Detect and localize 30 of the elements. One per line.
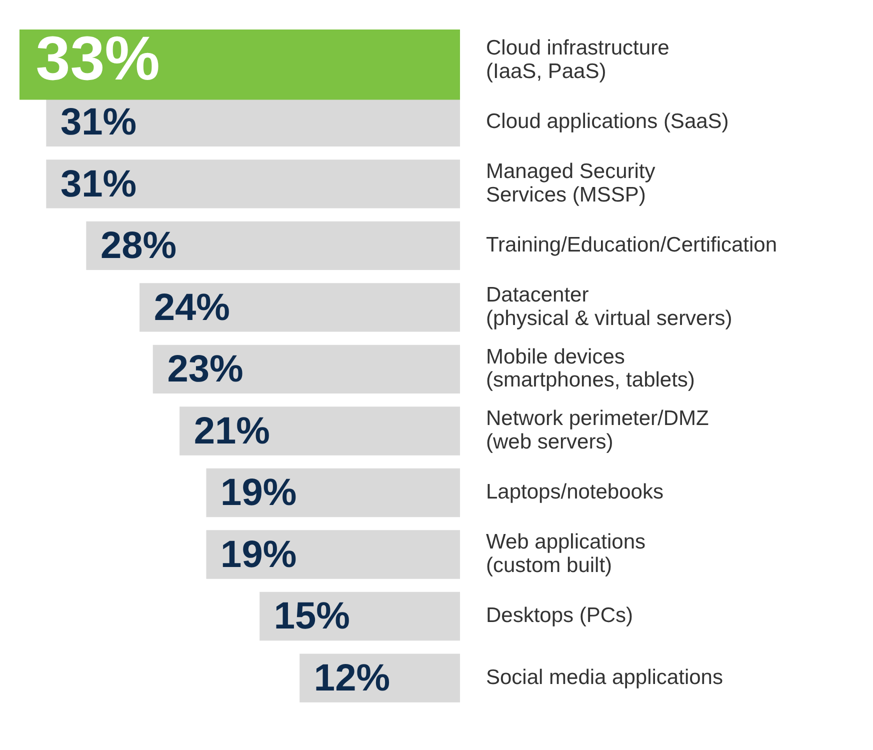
data-label: 19%	[220, 534, 297, 576]
y-tick-label: Mobile devices (smartphones, tablets)	[486, 345, 695, 392]
bar	[152, 344, 460, 394]
y-tick-label: Datacenter (physical & virtual servers)	[486, 284, 732, 330]
y-tick-label: Desktops (PCs)	[486, 604, 634, 628]
data-label: 33%	[36, 24, 160, 94]
data-label: 31%	[60, 163, 137, 206]
data-label: 12%	[314, 658, 390, 700]
bar	[260, 592, 460, 641]
data-label: 24%	[154, 286, 230, 329]
y-tick-label: Managed Security Services (MSSP)	[486, 160, 656, 206]
data-label: 21%	[194, 410, 270, 452]
y-tick-label: Social media applications	[486, 666, 723, 689]
data-label: 15%	[274, 596, 350, 638]
data-label: 23%	[167, 348, 244, 391]
bar	[86, 221, 460, 270]
y-tick-label: Cloud applications (SaaS)	[486, 110, 729, 133]
bar	[46, 160, 460, 208]
y-tick-label: Cloud infrastructure (IaaS, PaaS)	[486, 36, 670, 83]
y-tick-label: Web applications (custom built)	[486, 530, 646, 577]
bar	[180, 406, 460, 456]
bar	[206, 530, 460, 579]
y-tick-label: Training/Education/Certification	[486, 234, 778, 257]
data-label: 31%	[60, 102, 137, 144]
data-label: 19%	[220, 472, 297, 514]
bar	[206, 468, 460, 518]
y-tick-label: Network perimeter/DMZ (web servers)	[486, 407, 710, 454]
bar	[140, 283, 460, 332]
data-label: 28%	[100, 225, 177, 268]
y-tick-label: Laptops/notebooks	[486, 480, 664, 504]
